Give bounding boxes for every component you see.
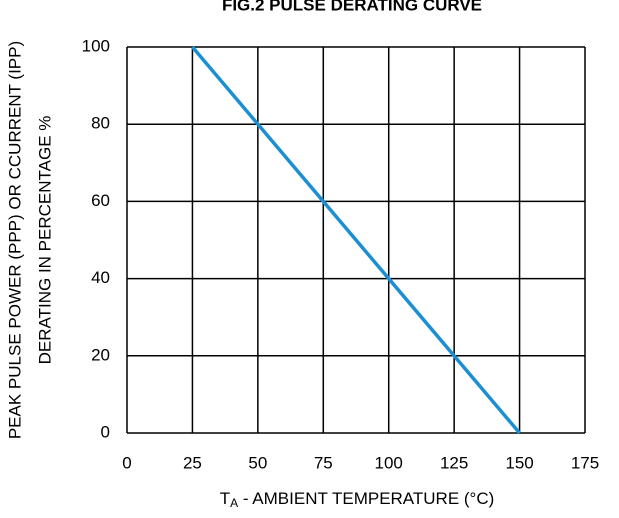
y-tick-label: 80 (91, 114, 110, 133)
y-tick-label: 60 (91, 191, 110, 210)
x-tick-label: 100 (375, 453, 403, 472)
x-tick-label: 50 (248, 453, 267, 472)
x-tick-label: 25 (183, 453, 202, 472)
x-axis-label-rest: - AMBIENT TEMPERATURE (°C) (238, 489, 494, 508)
y-axis-label: DERATING IN PERCENTAGE % (35, 116, 54, 365)
x-tick-label: 75 (314, 453, 333, 472)
y-tick-label: 40 (91, 268, 110, 287)
x-tick-label: 175 (571, 453, 599, 472)
x-axis-label-sub: A (230, 496, 238, 510)
x-tick-label: 150 (505, 453, 533, 472)
y-tick-label: 0 (101, 422, 110, 441)
y-tick-label: 100 (82, 36, 110, 55)
y-axis-label: PEAK PULSE POWER (PPP) OR CCURRENT (IPP) (5, 41, 24, 439)
x-tick-label: 0 (122, 453, 131, 472)
chart-title: FIG.2 PULSE DERATING CURVE (222, 0, 482, 14)
data-line (191, 45, 521, 435)
x-axis-label-main: T (220, 489, 230, 508)
x-axis-label: TA - AMBIENT TEMPERATURE (°C) (220, 489, 495, 510)
y-tick-label: 20 (91, 345, 110, 364)
x-tick-label: 125 (440, 453, 468, 472)
